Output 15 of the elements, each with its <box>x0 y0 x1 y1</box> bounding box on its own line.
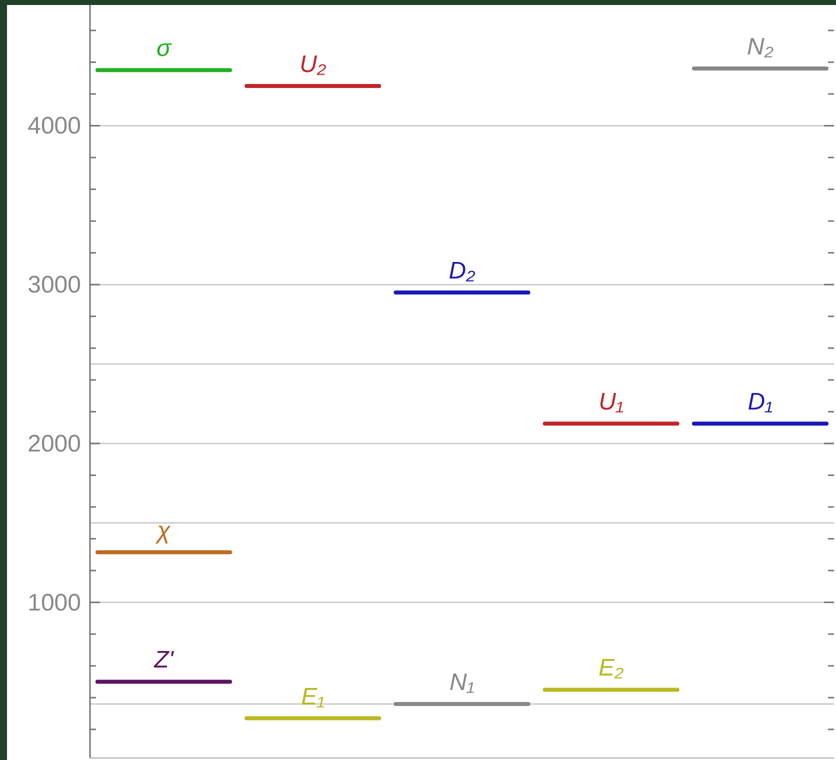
series-label: U₁ <box>598 388 624 416</box>
y-tick-label: 1000 <box>28 589 81 616</box>
series-label: χ <box>155 517 172 544</box>
y-tick-label: 2000 <box>28 430 81 458</box>
series-label: D₂ <box>448 258 476 285</box>
series-label: N₂ <box>747 34 774 61</box>
series-label: D₁ <box>748 388 773 416</box>
series-label: E₁ <box>301 683 325 710</box>
series-label: N₁ <box>450 668 474 696</box>
y-tick-label: 4000 <box>28 112 81 140</box>
series-label: Z' <box>153 646 175 674</box>
series-label: σ <box>156 35 172 62</box>
series-label: U₂ <box>300 51 326 78</box>
y-tick-label: 3000 <box>28 272 81 299</box>
series-label: E₂ <box>598 654 624 682</box>
